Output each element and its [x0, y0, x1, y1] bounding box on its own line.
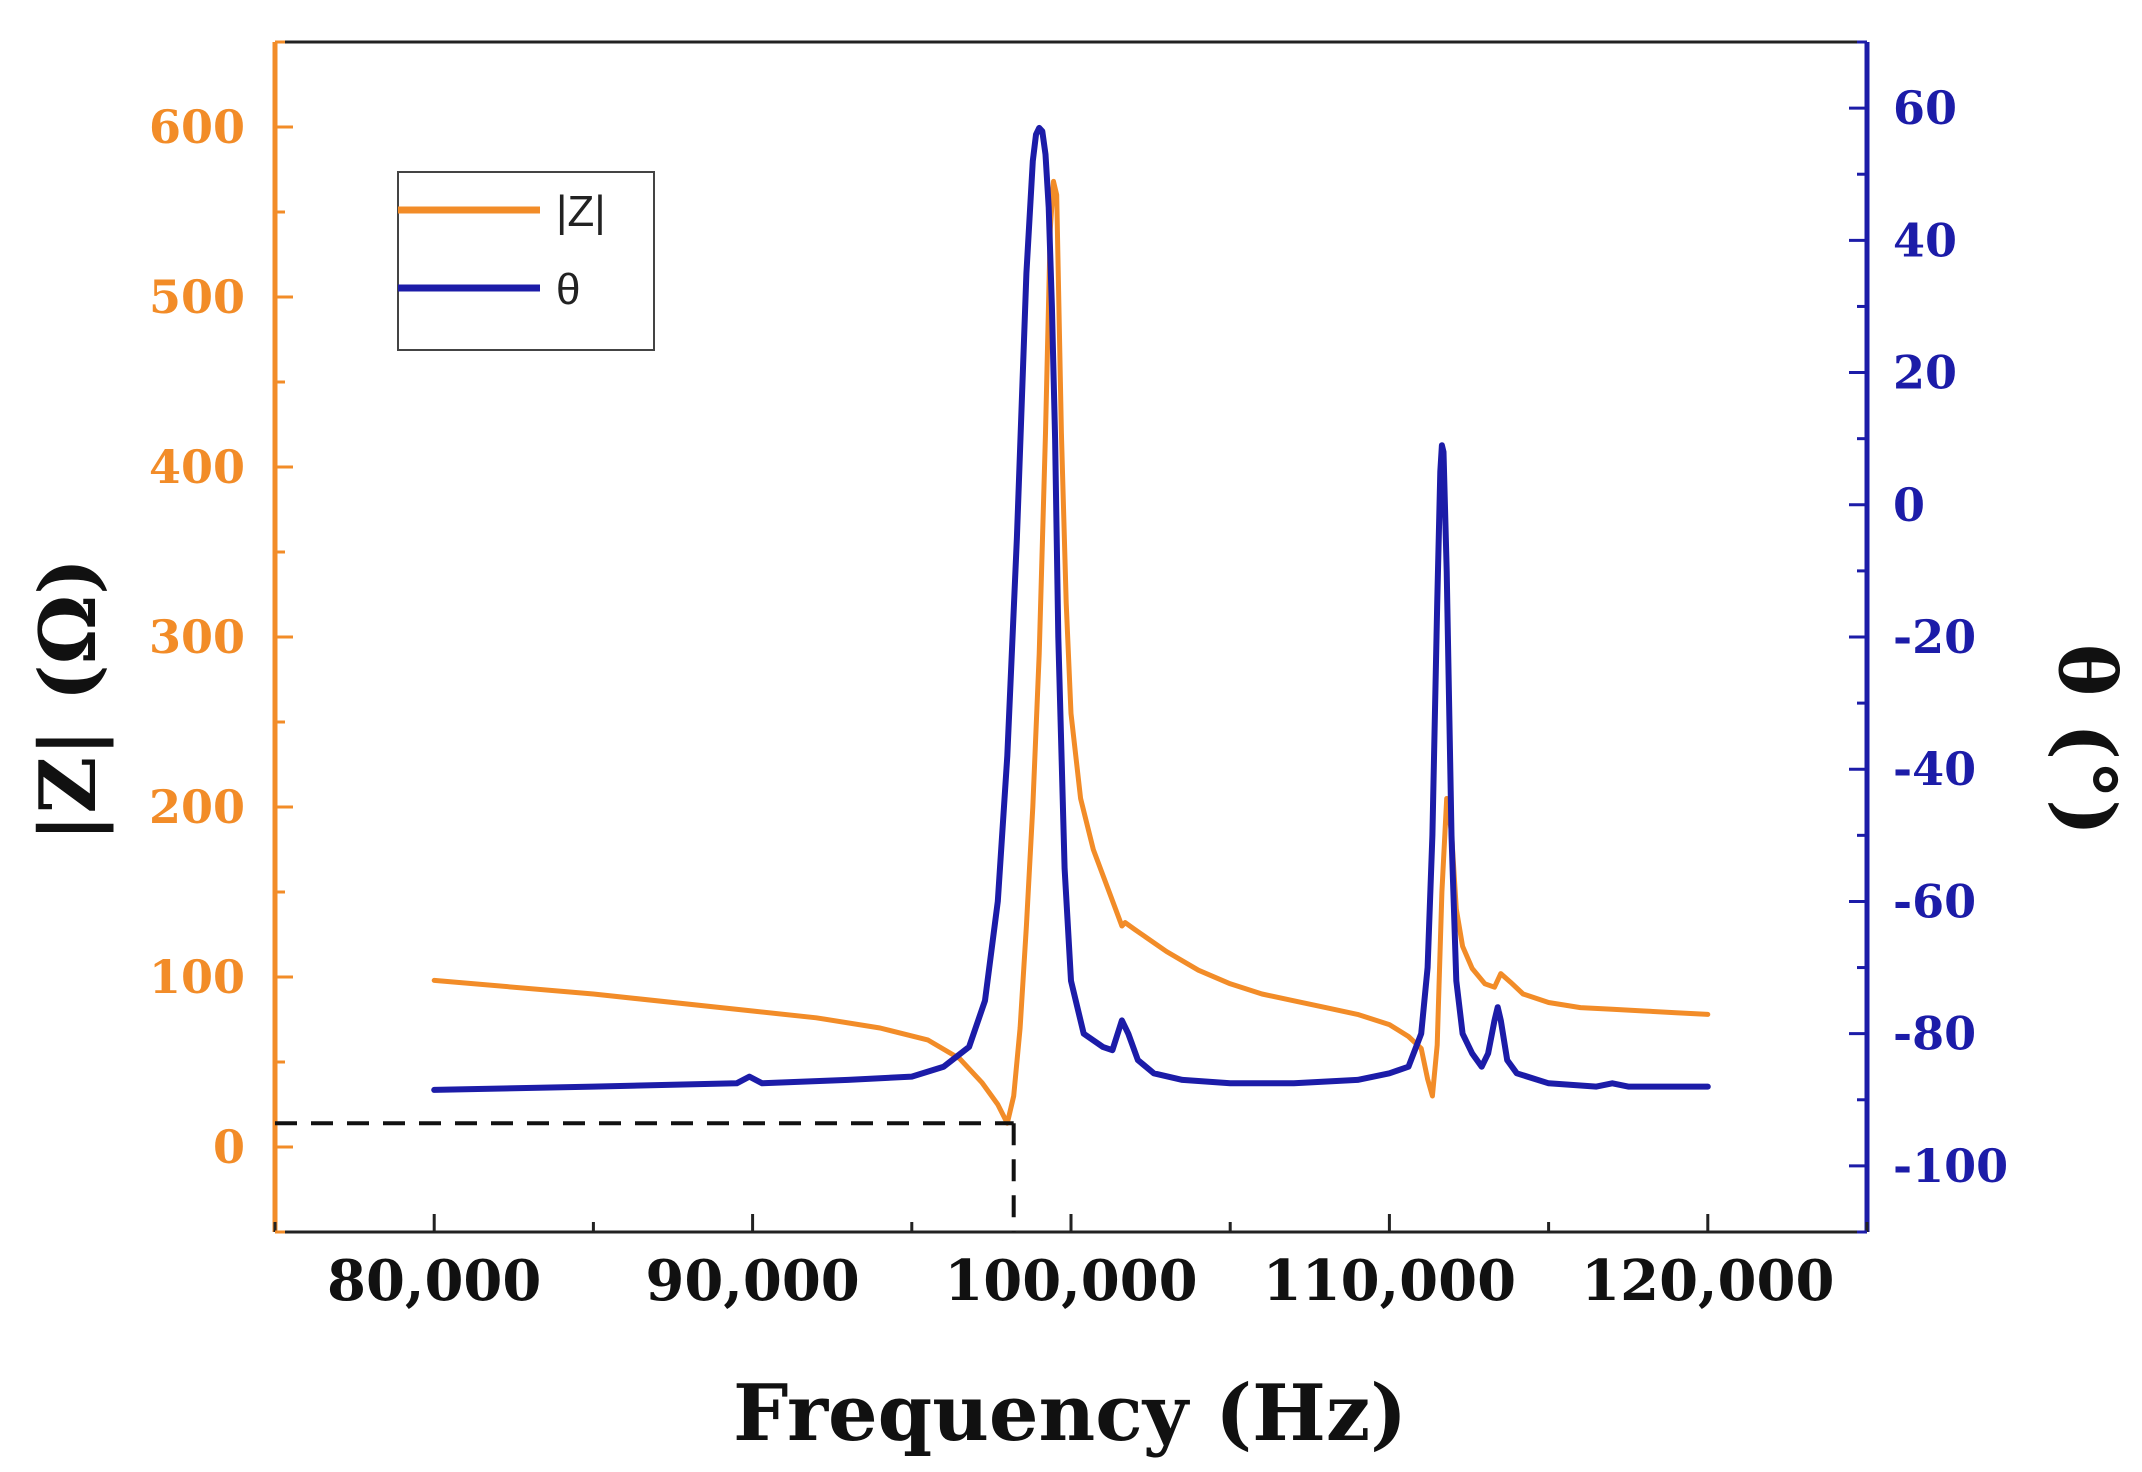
series-layer: [431, 124, 1711, 1126]
x-tick-label: 80,000: [327, 1248, 541, 1314]
phase-angle-line: [431, 124, 1711, 1093]
right-y-tick-label: -20: [1893, 610, 1976, 664]
x-tick-label: 100,000: [944, 1248, 1197, 1314]
tick-labels-layer: 80,000 90,000 100,000 110,000 120,0000100200…: [149, 81, 2008, 1314]
right-y-tick-label: -100: [1893, 1139, 2008, 1193]
x-tick-label: 120,000: [1581, 1248, 1834, 1314]
legend-label-z: |Z|: [556, 187, 606, 236]
left-y-axis-title: |Z| (Ω): [23, 558, 114, 842]
x-tick-label: 110,000: [1263, 1248, 1516, 1314]
x-axis-title: Frequency (Hz): [733, 1368, 1407, 1459]
right-y-axis-title: θ (°): [2041, 644, 2132, 836]
left-y-tick-label: 600: [149, 100, 245, 154]
reference-layer: [275, 1121, 1016, 1232]
right-y-tick-label: 60: [1893, 81, 1957, 135]
right-y-tick-label: -80: [1893, 1007, 1976, 1061]
left-y-tick-label: 200: [149, 780, 245, 834]
legend-label-theta: θ: [556, 265, 580, 314]
axes-layer: [272, 40, 1870, 1234]
legend: |Z| θ: [397, 171, 655, 351]
left-y-tick-label: 500: [149, 270, 245, 324]
right-y-tick-label: 40: [1893, 213, 1957, 267]
impedance-magnitude-line: [431, 178, 1711, 1126]
x-tick-label: 90,000: [645, 1248, 859, 1314]
legend-box: [397, 171, 655, 351]
right-y-tick-label: 20: [1893, 346, 1957, 400]
left-y-tick-label: 400: [149, 440, 245, 494]
right-y-tick-label: -40: [1893, 742, 1976, 796]
left-y-tick-label: 0: [213, 1120, 245, 1174]
right-y-tick-label: 0: [1893, 478, 1925, 532]
left-y-tick-label: 300: [149, 610, 245, 664]
right-y-tick-label: -60: [1893, 874, 1976, 928]
left-y-tick-label: 100: [149, 950, 245, 1004]
